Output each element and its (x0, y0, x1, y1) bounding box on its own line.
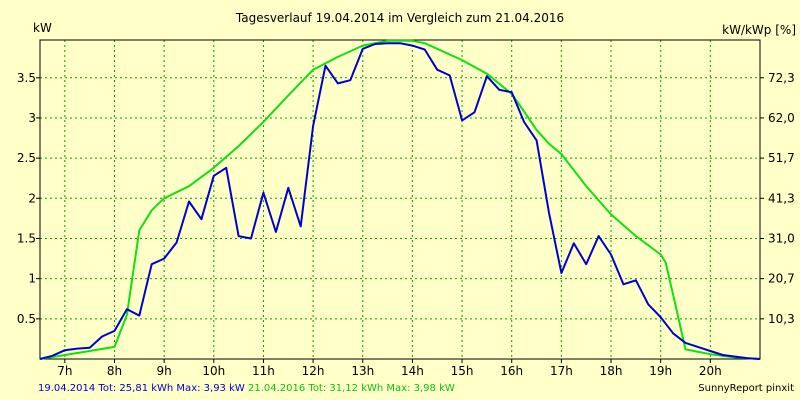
y2-axis: 10,3 20,7 31,0 41,3 51,7 62,0 72,3 (760, 71, 795, 326)
x-tick-label: 14h (401, 364, 424, 378)
y-tick-label: 3 (28, 111, 36, 125)
chart-footer: 19.04.2014 Tot: 25,81 kWh Max: 3,93 kW 2… (38, 383, 455, 394)
y2-tick-label: 62,0 (768, 111, 795, 125)
x-tick-label: 17h (550, 364, 573, 378)
x-tick-label: 12h (302, 364, 325, 378)
x-tick-label: 11h (252, 364, 275, 378)
y-tick-label: 2.5 (17, 151, 36, 165)
x-tick-label: 19h (649, 364, 672, 378)
x-tick-label: 10h (202, 364, 225, 378)
y2-tick-label: 20,7 (768, 272, 795, 286)
x-axis: 7h 8h 9h 10h 11h 12h 13h 14h 15h 16h 17h 18h 19h 20h (57, 359, 722, 378)
y2-tick-label: 10,3 (768, 312, 795, 326)
series-group (39, 39, 761, 360)
x-tick-label: 13h (351, 364, 374, 378)
x-tick-label: 15h (451, 364, 474, 378)
y2-tick-label: 51,7 (768, 151, 795, 165)
x-tick-label: 18h (600, 364, 623, 378)
y2-tick-label: 31,0 (768, 231, 795, 245)
plot-area (39, 39, 761, 360)
y-tick-label: 0.5 (17, 312, 36, 326)
credit-text: SunnyReport pinxit (698, 383, 794, 394)
grid (40, 40, 760, 359)
x-tick-label: 8h (107, 364, 122, 378)
legend-series-2016: 21.04.2016 Tot: 31,12 kWh Max: 3,98 kW (247, 383, 455, 394)
x-tick-label: 7h (57, 364, 72, 378)
y-axis-label: kW (33, 21, 52, 35)
legend-series-2014: 19.04.2014 Tot: 25,81 kWh Max: 3,93 kW (38, 383, 245, 394)
y2-tick-label: 41,3 (768, 191, 795, 205)
y-tick-label: 2 (28, 191, 36, 205)
y-tick-label: 3.5 (17, 71, 36, 85)
series-line-2016 (39, 39, 761, 360)
series-line-2014 (39, 42, 761, 360)
x-tick-label: 16h (500, 364, 523, 378)
x-tick-label: 20h (699, 364, 722, 378)
y2-axis-label: kW/kWp [%] (722, 23, 796, 37)
y-axis: 0.5 1 1.5 2 2.5 3 3.5 (17, 71, 40, 326)
chart-title: Tagesverlauf 19.04.2014 im Vergleich zum… (235, 11, 564, 25)
x-tick-label: 9h (157, 364, 172, 378)
y-tick-label: 1 (28, 272, 36, 286)
y-tick-label: 1.5 (17, 231, 36, 245)
y2-tick-label: 72,3 (768, 71, 795, 85)
